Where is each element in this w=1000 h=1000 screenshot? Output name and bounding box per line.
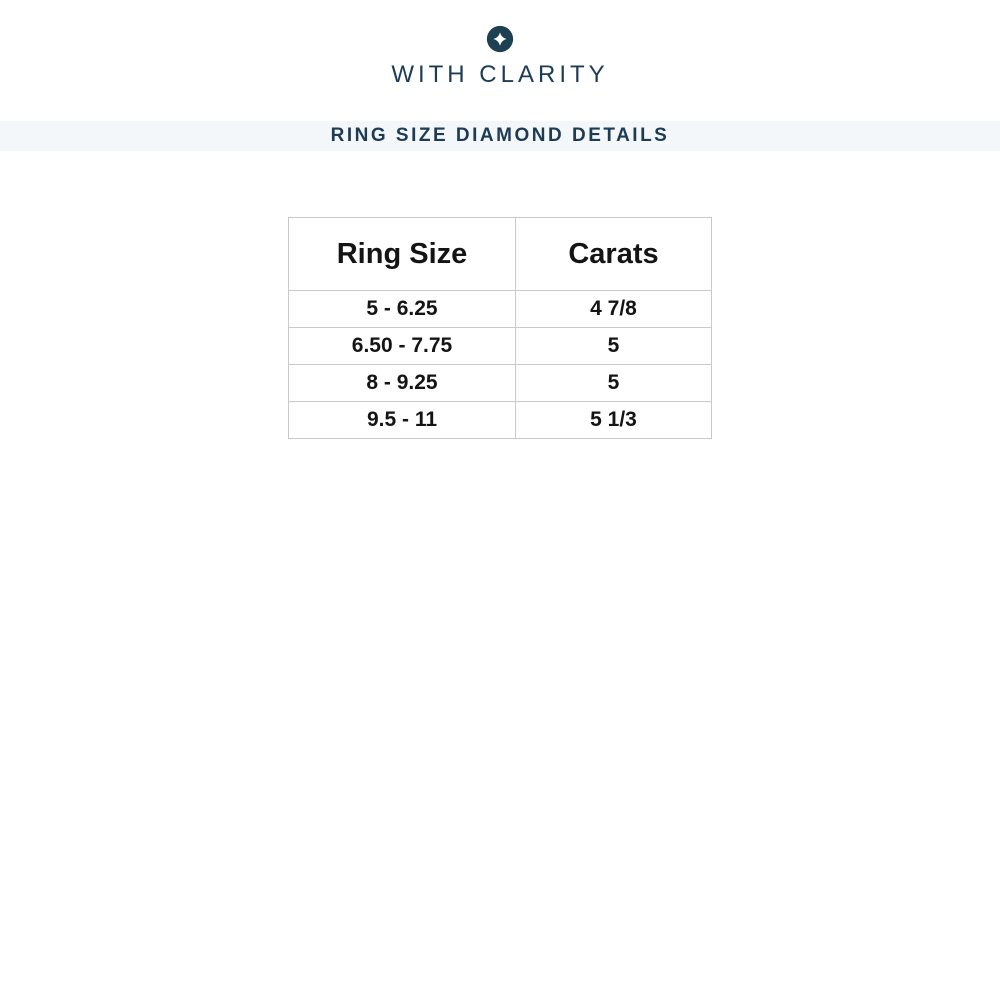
brand-header: WITH CLARITY bbox=[0, 0, 1000, 89]
header-carats: Carats bbox=[515, 217, 712, 291]
brand-logo-link[interactable]: WITH CLARITY bbox=[391, 25, 608, 89]
banner-title: RING SIZE DIAMOND DETAILS bbox=[330, 125, 670, 146]
ring-size-cell: 8 - 9.25 bbox=[288, 364, 516, 402]
table-row: 6.50 - 7.75 5 bbox=[288, 327, 712, 365]
brand-name: WITH CLARITY bbox=[391, 61, 609, 88]
ring-size-carat-table: Ring Size Carats 5 - 6.25 4 7/8 6.50 - 7… bbox=[288, 217, 712, 439]
table-row: 9.5 - 11 5 1/3 bbox=[288, 401, 712, 439]
ring-size-cell: 9.5 - 11 bbox=[288, 401, 516, 439]
diamond-sparkle-icon bbox=[486, 25, 514, 53]
size-table-container: Ring Size Carats 5 - 6.25 4 7/8 6.50 - 7… bbox=[0, 217, 1000, 439]
section-banner: RING SIZE DIAMOND DETAILS bbox=[0, 121, 1000, 151]
ring-size-cell: 6.50 - 7.75 bbox=[288, 327, 516, 365]
carats-cell: 5 1/3 bbox=[515, 401, 712, 439]
carats-cell: 4 7/8 bbox=[515, 290, 712, 328]
ring-size-cell: 5 - 6.25 bbox=[288, 290, 516, 328]
table-row: 5 - 6.25 4 7/8 bbox=[288, 290, 712, 328]
carats-cell: 5 bbox=[515, 364, 712, 402]
table-row: 8 - 9.25 5 bbox=[288, 364, 712, 402]
carats-cell: 5 bbox=[515, 327, 712, 365]
table-header-row: Ring Size Carats bbox=[288, 217, 712, 291]
header-ring-size: Ring Size bbox=[288, 217, 516, 291]
